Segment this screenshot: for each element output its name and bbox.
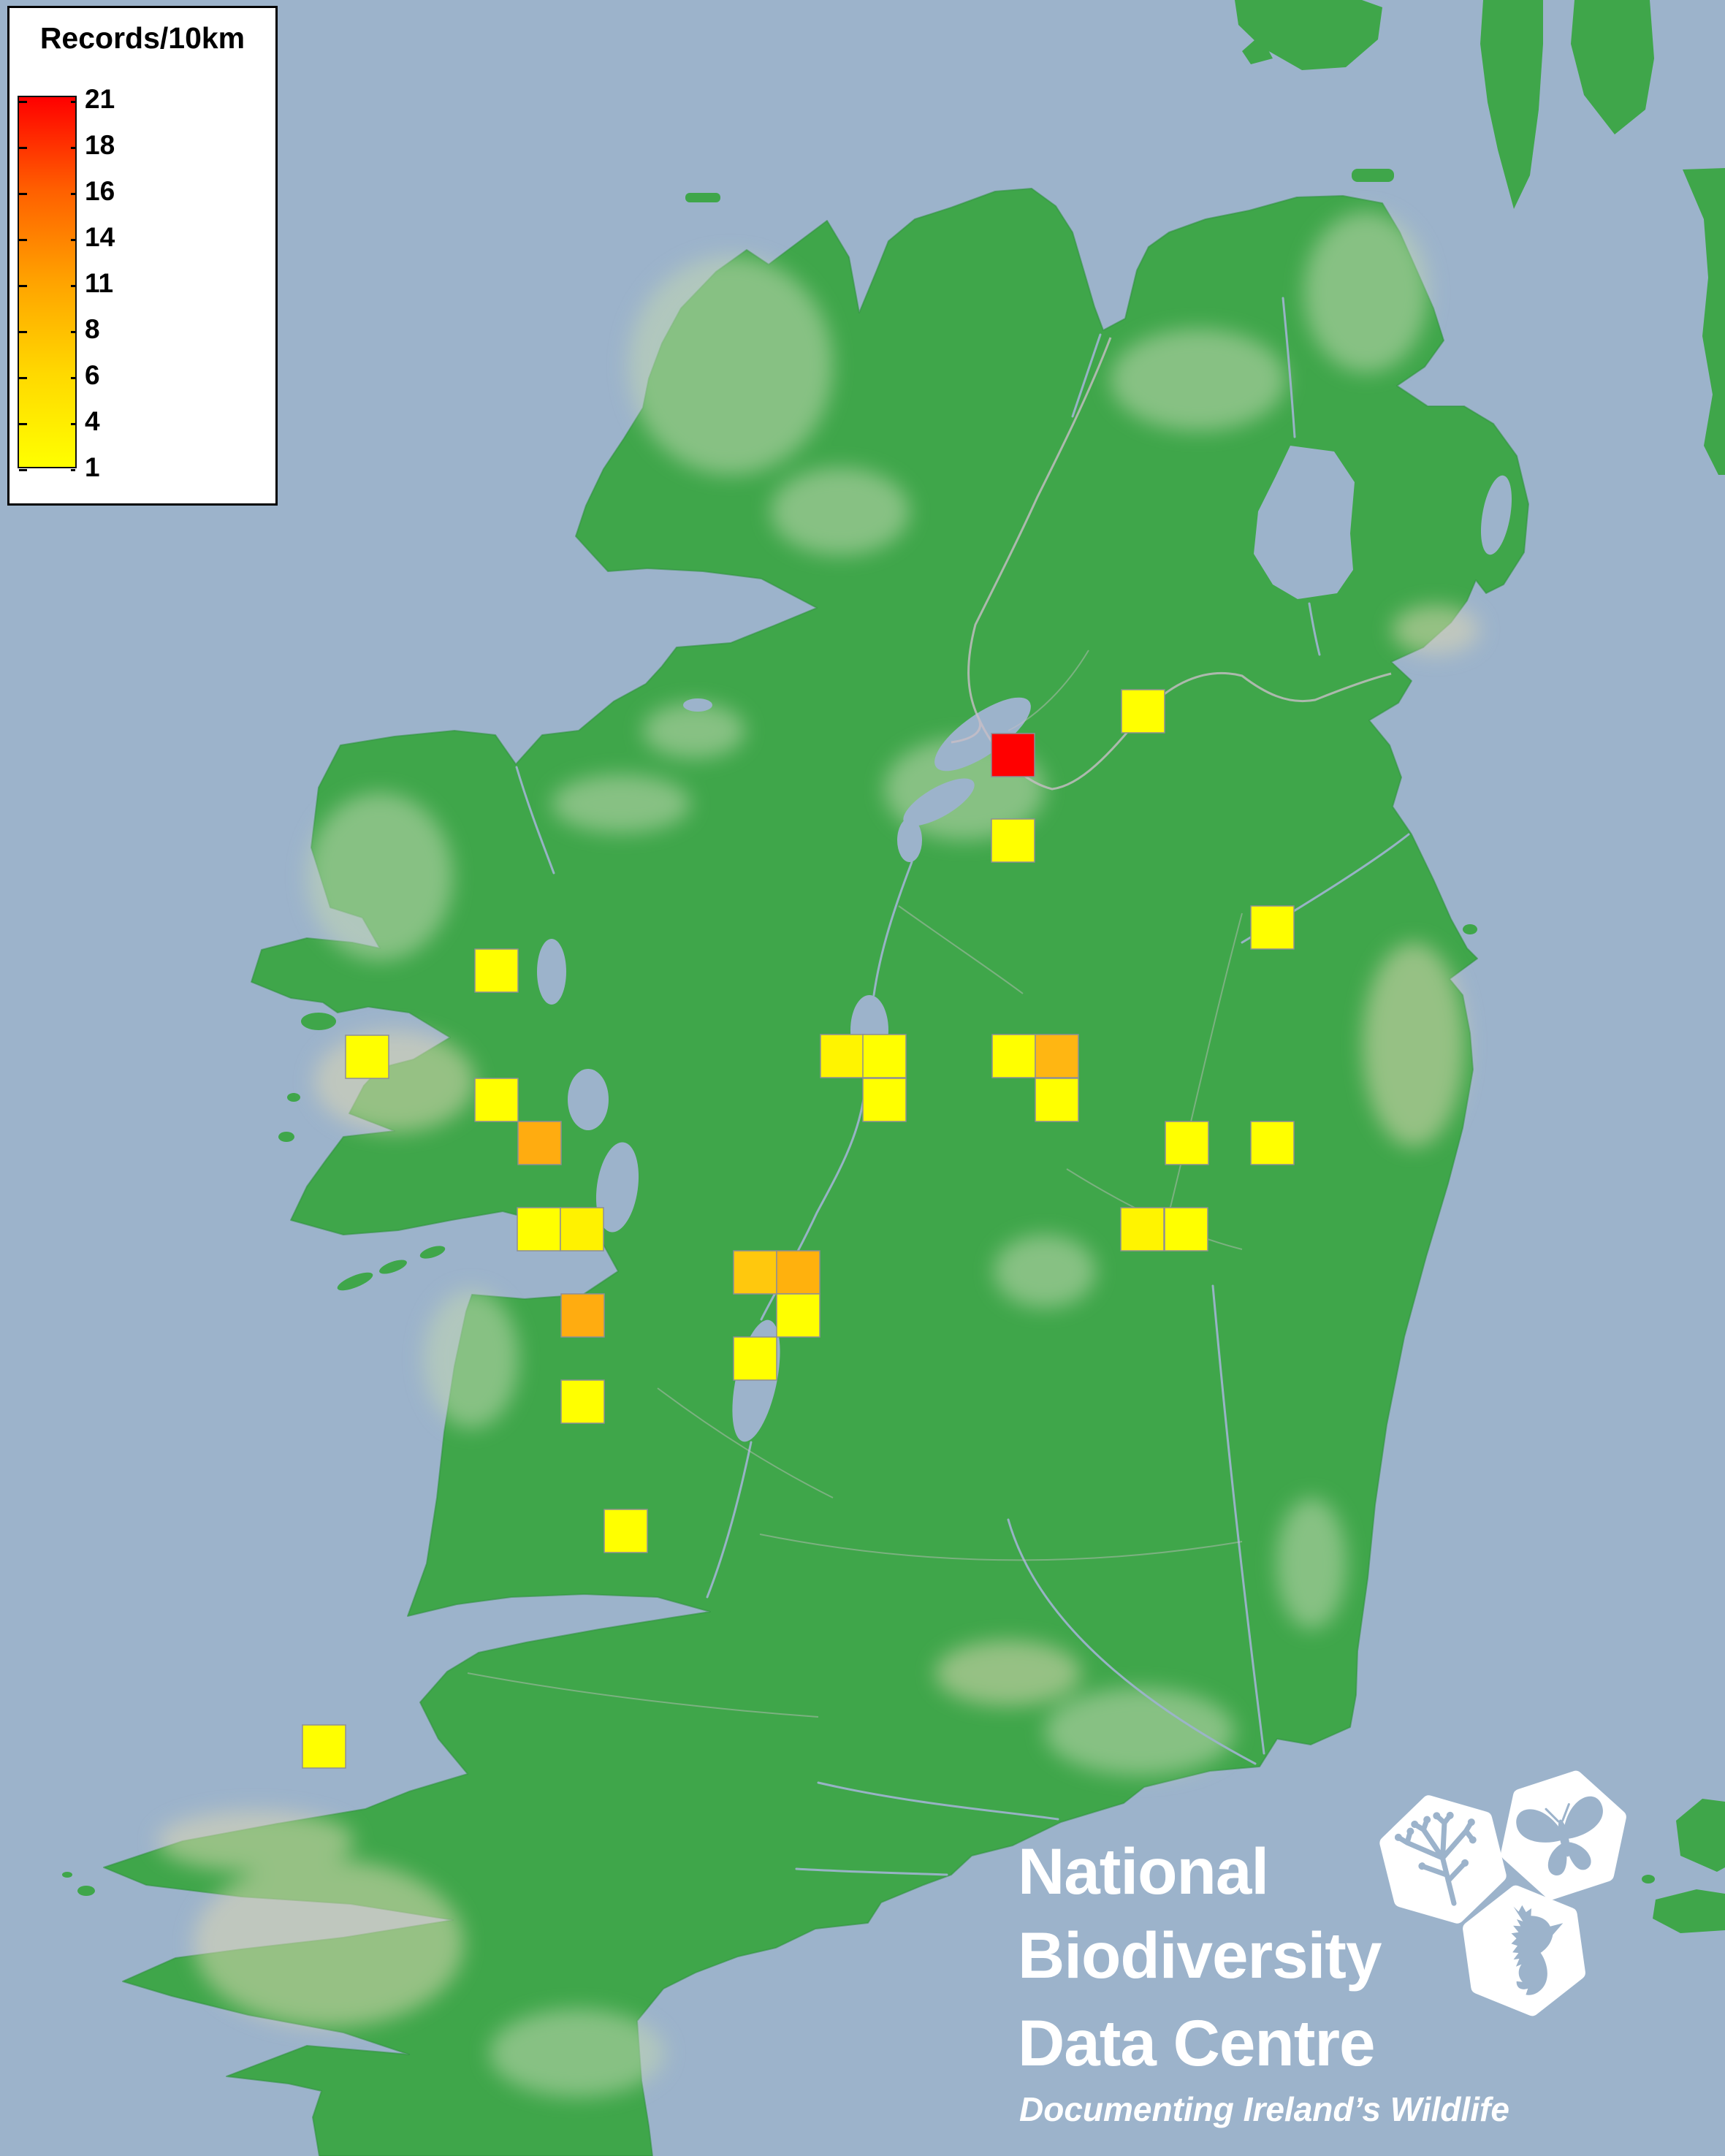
grid-cell [560,1207,604,1252]
lough-neagh [1254,446,1355,599]
legend-tick [19,331,27,333]
legend-tick [19,101,27,103]
rivers [515,297,1410,1876]
legend-tick [19,147,27,149]
legend-tick-label: 21 [85,83,115,114]
legend-tick [71,193,75,195]
legend-tick [71,239,75,241]
grid-cell [1035,1034,1079,1078]
river-blackwater [817,1781,1059,1821]
legend-gradient-bar [18,96,77,471]
river-suir [1007,1518,1257,1765]
grid-cell [560,1293,605,1338]
grid-cell [776,1250,820,1295]
legend-tick-label: 11 [85,267,114,298]
legend-tick [71,469,75,471]
legend-tick [19,469,27,471]
seahorse-icon [1511,1905,1564,1995]
tree-sprig-icon [1394,1811,1477,1906]
logo-tagline: Documenting Ireland’s Wildlife [1019,2090,1509,2128]
grid-cell [1250,1121,1295,1165]
legend-tick-label: 6 [85,359,100,390]
ni-border [951,337,1392,791]
grid-cell [733,1336,777,1381]
grid-cell [862,1034,907,1078]
grid-cell [474,1078,519,1122]
butterfly-hexagon [1501,1770,1626,1900]
county-boundaries [467,337,1392,1718]
lough-erne-lower [934,697,1031,772]
legend-tick-label: 18 [85,129,115,160]
grid-cell [991,1034,1036,1078]
lough-allen [897,818,922,862]
grid-cell [733,1250,777,1295]
legend-tick [19,377,27,379]
legend-tick-label: 4 [85,405,100,436]
grid-cell [345,1035,389,1079]
grid-cell [517,1121,562,1165]
legend: Records/10km 21 18 16 14 11 8 6 4 1 [7,6,278,506]
grid-cell [603,1509,648,1553]
seahorse-hexagon [1463,1885,1585,2016]
legend-tick [71,147,75,149]
grid-cell [1035,1078,1079,1122]
grid-cell [474,948,519,993]
strangford-lough [1480,475,1512,555]
grid-cell [1121,689,1165,734]
legend-tick [19,193,27,195]
legend-title: Records/10km [39,21,245,55]
grid-cell [1250,905,1295,950]
legend-tick [71,285,75,287]
logo-line-1: National [1018,1835,1269,1908]
river-bann [1282,297,1321,656]
legend-tick-label: 16 [85,175,115,206]
grid-cell [517,1207,561,1252]
river-barrow [1211,1284,1265,1755]
ireland-landmass [103,188,1529,2156]
lough-mask [568,1069,609,1130]
legend-tick [19,239,27,241]
relief-shading [157,212,1480,2097]
legend-tick-label: 14 [85,221,115,252]
irish-islands [62,169,1477,2008]
nbdc-logo-hexagons [1379,1770,1626,2016]
legend-tick [71,423,75,425]
record-grid-cells [302,689,1295,1769]
legend-tick [71,377,75,379]
river-lee [795,1867,948,1876]
grid-cell [1165,1121,1209,1165]
grid-cell [991,818,1035,863]
legend-tick [71,331,75,333]
butterfly-icon [1516,1796,1603,1876]
legend-tick-label: 8 [85,313,100,344]
grid-cell [862,1078,907,1122]
grid-cell [560,1379,605,1424]
logo-line-3: Data Centre [1018,2006,1376,2079]
lough-erne-upper [903,778,975,826]
river-foyle [1071,333,1102,418]
lough-conn [537,939,566,1005]
grid-cell [820,1034,864,1078]
grid-cell [991,733,1035,777]
grid-cell [1164,1207,1208,1252]
britain-coast-fragments [1235,0,1725,1933]
logo-line-2: Biodiversity [1018,1919,1382,1992]
lough-corrib [595,1142,639,1233]
tree-hexagon [1379,1795,1507,1924]
legend-tick-label: 1 [85,452,100,482]
legend-tick [71,101,75,103]
river-moy [515,766,555,875]
legend-tick [19,285,27,287]
grid-cell [776,1293,820,1338]
legend-tick [19,423,27,425]
grid-cell [1120,1207,1165,1252]
grid-cell [302,1724,346,1769]
